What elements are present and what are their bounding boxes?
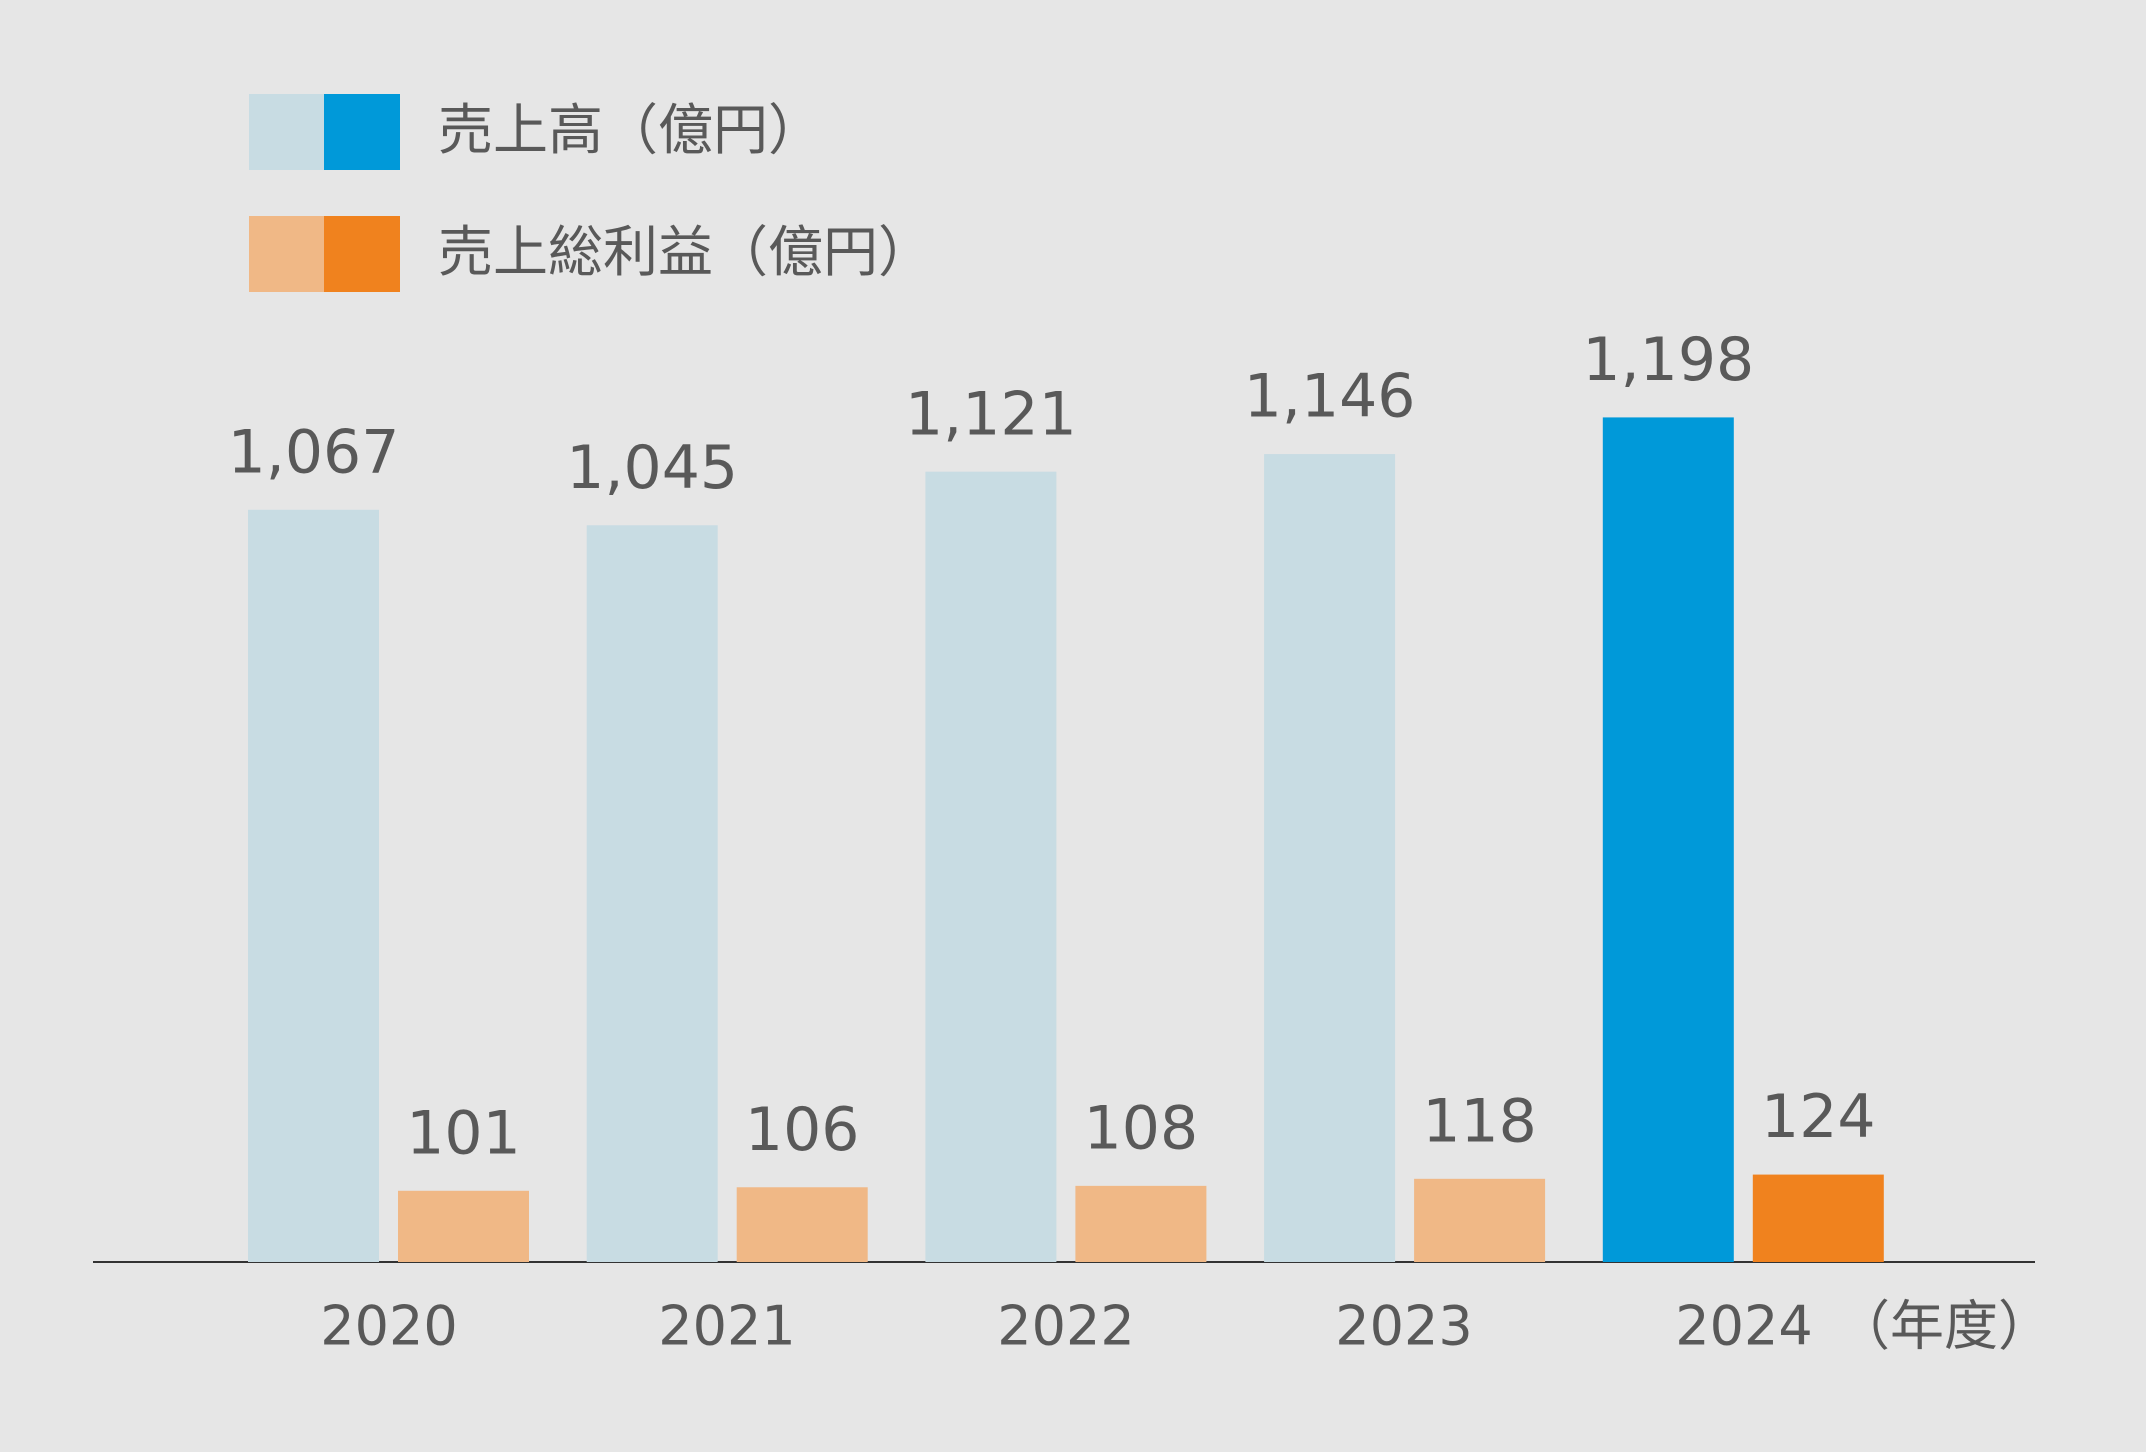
bar	[1075, 1185, 1207, 1262]
bar	[398, 1190, 529, 1262]
value-label: 1,146	[1244, 362, 1416, 432]
value-label: 106	[745, 1095, 860, 1165]
value-label: 108	[1084, 1093, 1199, 1163]
x-tick-label: 2021	[658, 1295, 795, 1358]
value-label: 1,121	[905, 379, 1077, 449]
legend-label: 売上高（億円）	[438, 98, 823, 162]
bar	[1752, 1174, 1884, 1262]
bar	[586, 525, 718, 1262]
value-label: 1,198	[1582, 325, 1754, 395]
value-label: 1,045	[566, 433, 738, 503]
value-label: 1,067	[228, 417, 400, 487]
x-tick-label: 2022	[997, 1295, 1134, 1358]
value-label: 101	[406, 1098, 521, 1168]
bar	[1414, 1178, 1546, 1262]
legend-label: 売上総利益（億円）	[438, 220, 933, 284]
x-axis-label: （年度）	[1836, 1295, 2052, 1358]
x-tick-label: 2023	[1335, 1295, 1472, 1358]
x-tick-label: 2024	[1675, 1295, 1812, 1358]
value-label: 118	[1422, 1086, 1537, 1156]
bar	[1264, 454, 1396, 1262]
legend-swatch	[249, 216, 324, 292]
x-tick-label: 2020	[320, 1295, 457, 1358]
bar	[925, 471, 1057, 1262]
legend-swatch	[249, 94, 324, 170]
legend-swatch	[324, 94, 400, 170]
bar	[248, 509, 379, 1262]
value-label: 124	[1761, 1082, 1876, 1152]
bar	[1602, 417, 1734, 1262]
bar	[736, 1187, 868, 1262]
legend-swatch	[324, 216, 400, 292]
